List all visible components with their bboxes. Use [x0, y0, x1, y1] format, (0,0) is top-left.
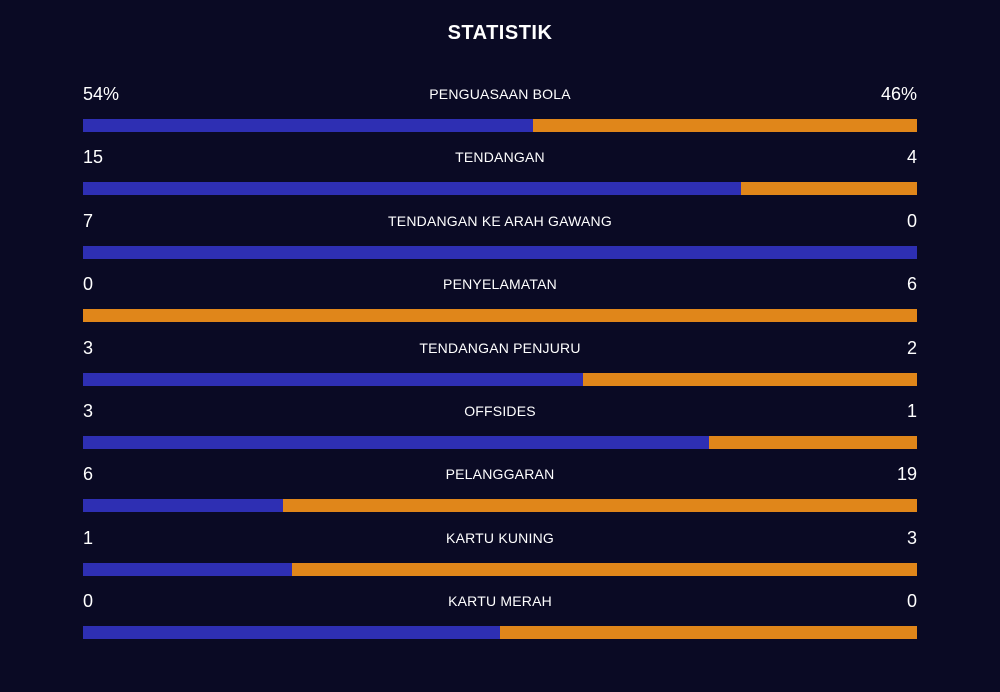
away-value: 2: [906, 337, 917, 358]
home-bar-fill: [83, 435, 709, 449]
stat-label: TENDANGAN KE ARAH GAWANG: [388, 212, 612, 229]
stat-header: 15 TENDANGAN 4: [83, 143, 917, 171]
stats-list: 54% PENGUASAAN BOLA 46% 15 TENDANGAN 4: [83, 80, 917, 651]
home-value: 3: [83, 337, 94, 358]
stat-label: PENYELAMATAN: [443, 276, 557, 293]
stat-header: 3 OFFSIDES 1: [83, 397, 917, 425]
away-value: 46%: [880, 84, 917, 104]
away-value: 19: [896, 464, 917, 485]
home-bar-fill: [83, 245, 917, 259]
stat-label: OFFSIDES: [464, 402, 536, 419]
stat-row-shots: 15 TENDANGAN 4: [83, 143, 917, 206]
stat-header: 7 TENDANGAN KE ARAH GAWANG 0: [83, 207, 917, 235]
home-value: 3: [83, 400, 94, 421]
away-value: 0: [906, 591, 917, 612]
away-bar-fill: [500, 626, 917, 640]
stat-row-saves: 0 PENYELAMATAN 6: [83, 270, 917, 333]
stat-label: TENDANGAN PENJURU: [419, 339, 581, 356]
home-value: 6: [83, 464, 94, 485]
stat-row-fouls: 6 PELANGGARAN 19: [83, 460, 917, 523]
stat-comparison-bar: [83, 562, 917, 576]
stat-label: KARTU MERAH: [448, 593, 552, 610]
home-value: 54%: [83, 84, 120, 104]
home-value: 15: [83, 147, 104, 168]
stat-header: 0 PENYELAMATAN 6: [83, 270, 917, 298]
home-value: 1: [83, 527, 94, 548]
away-value: 1: [906, 400, 917, 421]
stat-label: TENDANGAN: [455, 149, 545, 166]
home-bar-fill: [83, 626, 500, 640]
stat-header: 54% PENGUASAAN BOLA 46%: [83, 80, 917, 108]
stat-header: 1 KARTU KUNING 3: [83, 524, 917, 552]
stat-row-yellow-cards: 1 KARTU KUNING 3: [83, 524, 917, 587]
stat-row-shots-on-target: 7 TENDANGAN KE ARAH GAWANG 0: [83, 207, 917, 270]
stat-row-corners: 3 TENDANGAN PENJURU 2: [83, 334, 917, 397]
stat-comparison-bar: [83, 626, 917, 640]
home-value: 7: [83, 210, 94, 231]
away-bar-fill: [741, 182, 917, 196]
home-bar-fill: [83, 119, 534, 132]
stat-comparison-bar: [83, 309, 917, 323]
stat-row-offsides: 3 OFFSIDES 1: [83, 397, 917, 460]
stat-label: PELANGGARAN: [445, 466, 555, 483]
stat-comparison-bar: [83, 372, 917, 386]
away-bar-fill: [283, 499, 917, 513]
stat-header: 0 KARTU MERAH 0: [83, 587, 917, 615]
stat-row-ball-possession: 54% PENGUASAAN BOLA 46%: [83, 80, 917, 143]
stat-comparison-bar: [83, 119, 917, 132]
stat-comparison-bar: [83, 435, 917, 449]
stat-row-red-cards: 0 KARTU MERAH 0: [83, 587, 917, 650]
home-bar-fill: [83, 182, 742, 196]
home-value: 0: [83, 591, 94, 612]
stat-header: 3 TENDANGAN PENJURU 2: [83, 334, 917, 362]
away-bar-fill: [291, 562, 917, 576]
away-value: 3: [906, 527, 917, 548]
stat-comparison-bar: [83, 245, 917, 259]
away-bar-fill: [533, 119, 917, 132]
stat-label: PENGUASAAN BOLA: [429, 86, 571, 102]
away-bar-fill: [708, 435, 917, 449]
home-value: 0: [83, 274, 94, 295]
away-value: 4: [906, 147, 917, 168]
away-bar-fill: [83, 309, 917, 323]
away-value: 0: [906, 210, 917, 231]
away-value: 6: [906, 274, 917, 295]
home-bar-fill: [83, 562, 292, 576]
away-bar-fill: [583, 372, 917, 386]
stat-header: 6 PELANGGARAN 19: [83, 460, 917, 488]
home-bar-fill: [83, 372, 584, 386]
stat-comparison-bar: [83, 182, 917, 196]
stat-label: KARTU KUNING: [446, 529, 554, 546]
stat-comparison-bar: [83, 499, 917, 513]
page-title: STATISTIK: [447, 22, 553, 44]
home-bar-fill: [83, 499, 284, 513]
